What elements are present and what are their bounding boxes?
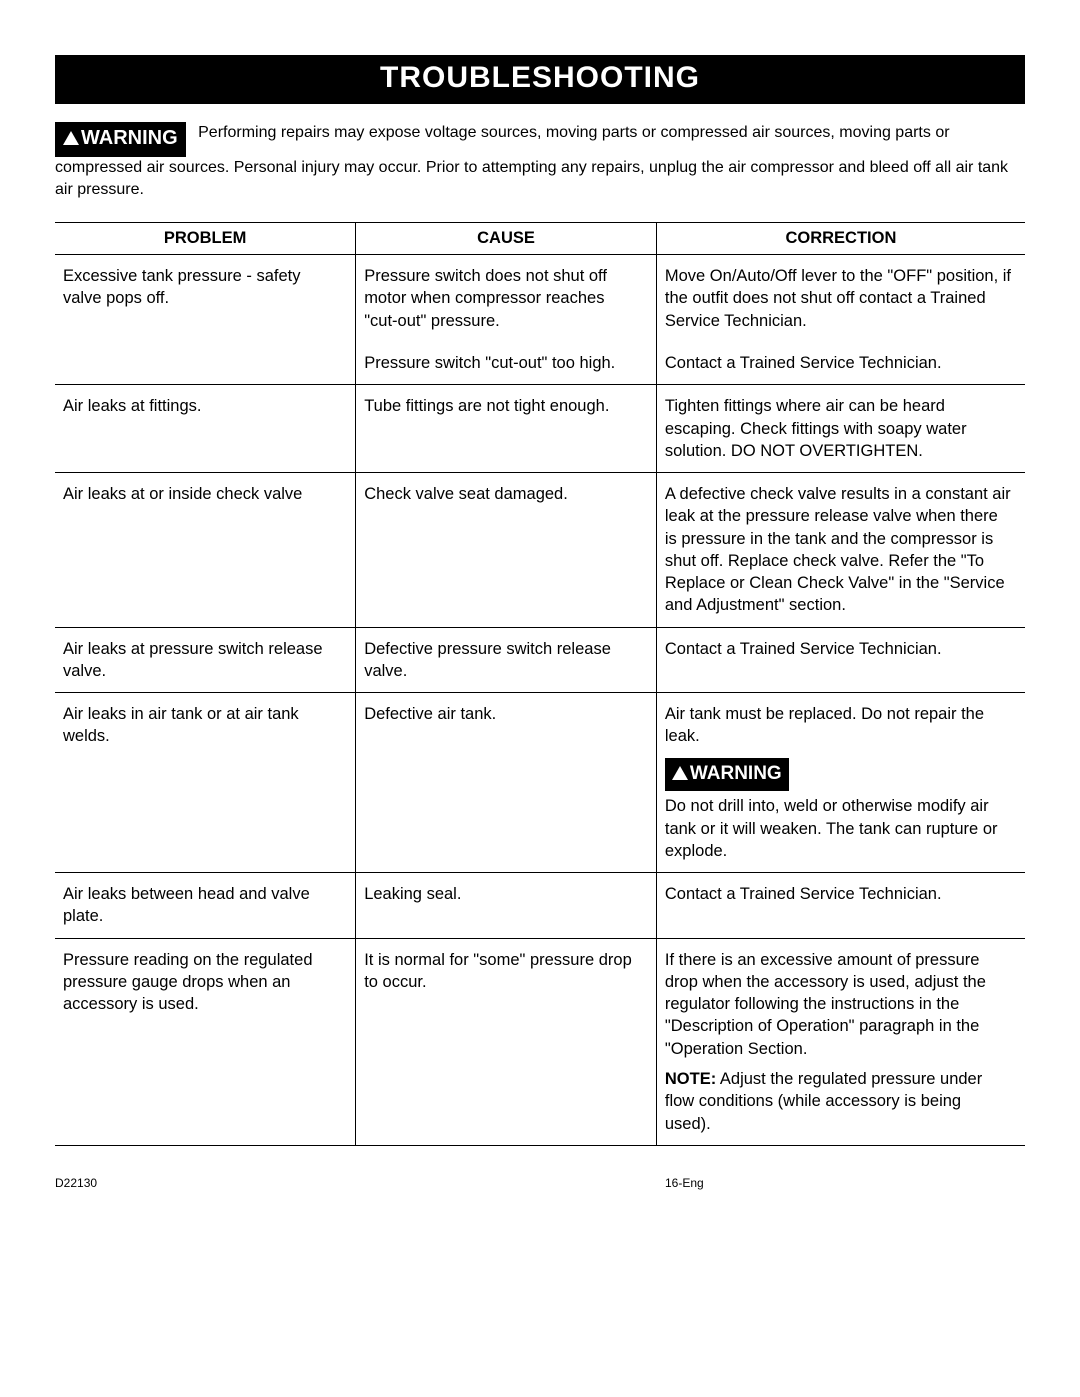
cell-cause: Pressure switch "cut-out" too high. bbox=[356, 342, 657, 385]
table-row: Air leaks between head and valve plate. … bbox=[55, 873, 1025, 939]
cell-cause: Leaking seal. bbox=[356, 873, 657, 939]
cell-problem: Air leaks in air tank or at air tank wel… bbox=[55, 693, 356, 873]
cell-problem: Pressure reading on the regulated pressu… bbox=[55, 938, 356, 1145]
cell-problem: Excessive tank pressure - safety valve p… bbox=[55, 255, 356, 342]
cell-problem: Air leaks at pressure switch release val… bbox=[55, 627, 356, 693]
cell-correction: Move On/Auto/Off lever to the "OFF" posi… bbox=[656, 255, 1025, 342]
cell-problem: Air leaks at or inside check valve bbox=[55, 473, 356, 628]
cell-problem: Air leaks between head and valve plate. bbox=[55, 873, 356, 939]
cell-cause: Check valve seat damaged. bbox=[356, 473, 657, 628]
footer-left: D22130 bbox=[55, 1176, 415, 1190]
intro-paragraph: WARNING Performing repairs may expose vo… bbox=[55, 122, 1025, 200]
cell-correction: Contact a Trained Service Technician. bbox=[656, 627, 1025, 693]
cell-cause: Tube fittings are not tight enough. bbox=[356, 385, 657, 473]
cell-correction: Contact a Trained Service Technician. bbox=[656, 342, 1025, 385]
cell-correction: A defective check valve results in a con… bbox=[656, 473, 1025, 628]
table-row: Pressure reading on the regulated pressu… bbox=[55, 938, 1025, 1145]
cell-correction: Contact a Trained Service Technician. bbox=[656, 873, 1025, 939]
cell-problem: Air leaks at fittings. bbox=[55, 385, 356, 473]
cell-correction: Tighten fittings where air can be heard … bbox=[656, 385, 1025, 473]
table-row: Air leaks at pressure switch release val… bbox=[55, 627, 1025, 693]
correction-warning-text: Do not drill into, weld or otherwise mod… bbox=[665, 795, 1011, 862]
page-title: TROUBLESHOOTING bbox=[55, 55, 1025, 104]
cell-cause: Defective pressure switch release valve. bbox=[356, 627, 657, 693]
header-cause: CAUSE bbox=[356, 223, 657, 255]
cell-cause: It is normal for "some" pressure drop to… bbox=[356, 938, 657, 1145]
troubleshooting-table: PROBLEM CAUSE CORRECTION Excessive tank … bbox=[55, 222, 1025, 1146]
table-row: Excessive tank pressure - safety valve p… bbox=[55, 255, 1025, 342]
correction-text: If there is an excessive amount of press… bbox=[665, 949, 1011, 1060]
correction-text: Air tank must be replaced. Do not repair… bbox=[665, 703, 1011, 748]
correction-note: NOTE: Adjust the regulated pressure unde… bbox=[665, 1068, 1011, 1135]
warning-label-top: WARNING bbox=[55, 122, 186, 157]
footer-center: 16-Eng bbox=[415, 1176, 1025, 1190]
header-correction: CORRECTION bbox=[656, 223, 1025, 255]
table-row: Air leaks at fittings. Tube fittings are… bbox=[55, 385, 1025, 473]
cell-cause: Defective air tank. bbox=[356, 693, 657, 873]
cell-correction: If there is an excessive amount of press… bbox=[656, 938, 1025, 1145]
table-row: Air leaks at or inside check valve Check… bbox=[55, 473, 1025, 628]
cell-cause: Pressure switch does not shut off motor … bbox=[356, 255, 657, 342]
table-row: Pressure switch "cut-out" too high. Cont… bbox=[55, 342, 1025, 385]
page-footer: D22130 16-Eng bbox=[55, 1176, 1025, 1190]
header-problem: PROBLEM bbox=[55, 223, 356, 255]
warning-label-text: WARNING bbox=[690, 763, 782, 784]
warning-triangle-icon bbox=[63, 131, 79, 145]
table-header-row: PROBLEM CAUSE CORRECTION bbox=[55, 223, 1025, 255]
note-prefix: NOTE: bbox=[665, 1070, 716, 1088]
cell-correction: Air tank must be replaced. Do not repair… bbox=[656, 693, 1025, 873]
warning-label-inline: WARNING bbox=[665, 758, 789, 792]
warning-label-text: WARNING bbox=[81, 127, 178, 149]
intro-text: Performing repairs may expose voltage so… bbox=[55, 124, 1008, 198]
warning-triangle-icon bbox=[672, 766, 688, 780]
cell-problem bbox=[55, 342, 356, 385]
table-row: Air leaks in air tank or at air tank wel… bbox=[55, 693, 1025, 873]
